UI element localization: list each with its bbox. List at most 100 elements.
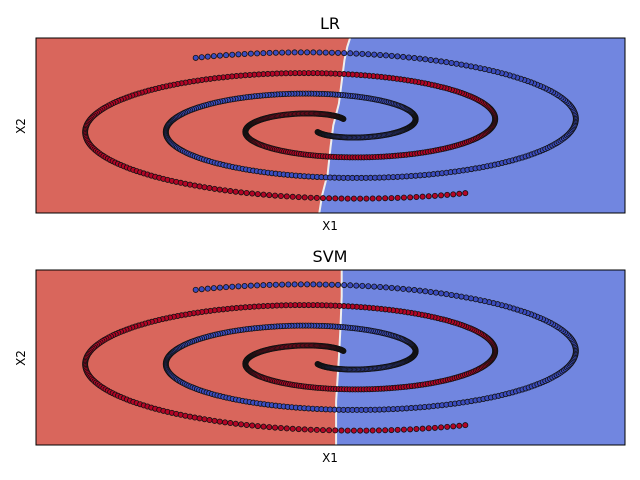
class-0-point <box>254 423 261 430</box>
class-0-point <box>206 185 213 192</box>
class-1-point <box>359 50 366 57</box>
class-1-point <box>341 50 348 57</box>
class-1-point <box>335 49 342 56</box>
class-0-point <box>243 421 250 428</box>
class-0-point <box>350 195 357 202</box>
class-0-point <box>289 425 296 432</box>
class-0-point <box>450 423 457 430</box>
class-1-point <box>335 281 342 288</box>
class-1-point <box>353 50 360 57</box>
class-1-point <box>266 281 273 288</box>
class-0-point <box>400 426 407 433</box>
class-1-point <box>254 50 261 57</box>
class-1-point <box>411 287 418 294</box>
lr-points <box>82 49 579 202</box>
class-1-point <box>198 54 205 61</box>
class-0-point <box>277 425 284 432</box>
class-1-point <box>216 52 223 59</box>
class-1-point <box>467 63 474 70</box>
class-0-point <box>222 187 229 194</box>
class-1-point <box>443 59 450 66</box>
subplot-lr-plot <box>36 38 625 213</box>
class-0-point <box>326 195 333 202</box>
class-0-point <box>444 423 451 430</box>
class-1-point <box>247 282 254 289</box>
class-0-point <box>283 193 290 200</box>
class-0-point <box>254 191 261 198</box>
class-1-point <box>453 292 460 299</box>
class-0-point <box>313 194 320 201</box>
class-1-point <box>422 288 429 295</box>
class-0-point <box>425 193 432 200</box>
lr-region-right <box>319 38 625 213</box>
lr-x-axis-label: X1 <box>322 219 338 233</box>
class-0-point <box>277 193 284 200</box>
class-0-point <box>413 193 420 200</box>
class-1-point <box>235 51 242 58</box>
class-1-point <box>411 55 418 62</box>
class-0-point <box>456 422 463 429</box>
class-0-point <box>375 427 382 434</box>
class-1-point <box>241 282 248 289</box>
class-0-point <box>266 192 273 199</box>
class-0-point <box>313 426 320 433</box>
class-0-point <box>243 189 250 196</box>
class-1-point <box>448 291 455 298</box>
class-0-point <box>187 413 194 420</box>
class-1-point <box>359 282 366 289</box>
class-1-point <box>328 49 335 56</box>
class-1-point <box>388 52 395 59</box>
class-0-point <box>260 423 267 430</box>
class-0-point <box>431 192 438 199</box>
class-0-point <box>450 191 457 198</box>
class-1-point <box>443 291 450 298</box>
class-1-point <box>235 283 242 290</box>
class-0-point <box>444 191 451 198</box>
class-0-point <box>196 183 203 190</box>
class-0-point <box>375 195 382 202</box>
class-1-point <box>365 51 372 58</box>
class-1-point <box>377 51 384 58</box>
svm-y-axis-label: X2 <box>14 350 28 366</box>
class-0-point <box>295 194 302 201</box>
class-0-point <box>369 427 376 434</box>
class-0-point <box>289 193 296 200</box>
class-1-point <box>400 53 407 60</box>
class-0-point <box>338 195 345 202</box>
class-1-point <box>241 51 248 58</box>
subplot-svm-title: SVM <box>313 247 348 266</box>
class-0-point <box>456 190 463 197</box>
class-0-point <box>332 195 339 202</box>
class-0-point <box>196 415 203 422</box>
class-0-point <box>388 427 395 434</box>
class-1-point <box>422 56 429 63</box>
class-1-point <box>210 285 217 292</box>
class-0-point <box>260 191 267 198</box>
class-1-point <box>216 284 223 291</box>
class-0-point <box>211 417 218 424</box>
class-1-point <box>316 281 323 288</box>
class-1-point <box>371 283 378 290</box>
class-1-point <box>405 286 412 293</box>
class-1-point <box>347 50 354 57</box>
class-1-point <box>394 53 401 60</box>
class-1-point <box>310 281 317 288</box>
class-1-point <box>322 49 329 56</box>
class-0-point <box>363 427 370 434</box>
class-1-point <box>291 49 298 56</box>
lr-y-axis-label: X2 <box>14 118 28 134</box>
class-1-point <box>427 56 434 63</box>
class-1-point <box>365 283 372 290</box>
class-1-point <box>316 49 323 56</box>
class-0-point <box>238 189 245 196</box>
class-0-point <box>326 427 333 434</box>
class-0-point <box>438 424 445 431</box>
class-1-point <box>388 284 395 291</box>
class-0-point <box>382 427 389 434</box>
class-0-point <box>357 427 364 434</box>
class-0-point <box>344 427 351 434</box>
class-0-point <box>249 190 256 197</box>
class-1-point <box>405 54 412 61</box>
class-1-point <box>371 51 378 58</box>
subplot-lr-title: LR <box>320 14 340 33</box>
